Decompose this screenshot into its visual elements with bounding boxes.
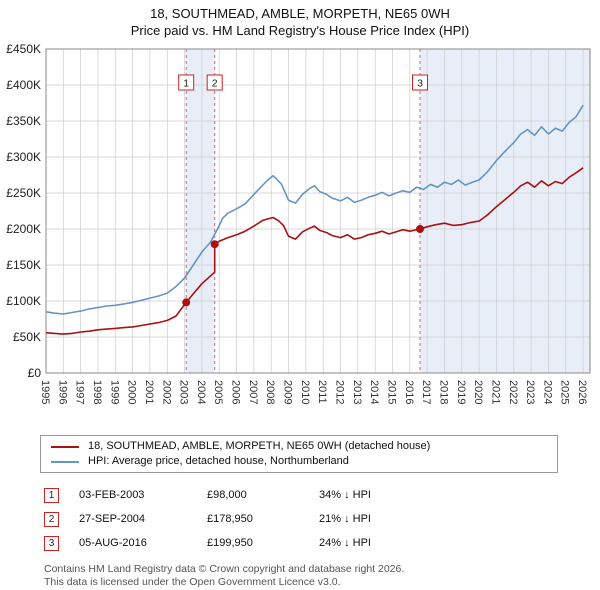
x-tick-label: 2020 xyxy=(472,380,484,404)
sale-marker-box xyxy=(412,74,428,91)
x-tick-label: 2007 xyxy=(247,380,259,404)
x-tick-label: 2001 xyxy=(143,380,155,404)
x-tick-label: 1995 xyxy=(39,380,51,404)
sale-marker-box xyxy=(178,74,195,91)
shaded-region xyxy=(420,49,590,373)
x-tick-label: 2000 xyxy=(126,380,138,404)
y-tick-label: £300K xyxy=(6,150,41,164)
x-tick-label: 2002 xyxy=(160,380,172,404)
sale-number-badge: 1 xyxy=(44,487,59,503)
x-tick-label: 2023 xyxy=(524,380,536,404)
y-tick-label: £200K xyxy=(6,222,41,236)
property-line-swatch xyxy=(51,445,79,448)
license-footer: Contains HM Land Registry data © Crown c… xyxy=(44,563,600,589)
sale-marker-box xyxy=(206,74,223,91)
x-tick-label: 2010 xyxy=(299,380,311,404)
sale-row-1: 1 03-FEB-2003 £98,000 34% ↓ HPI xyxy=(44,483,600,507)
x-tick-label: 2018 xyxy=(438,380,450,404)
sale-price: £199,950 xyxy=(207,537,253,549)
x-tick-label: 1998 xyxy=(91,380,103,404)
x-tick-label: 2014 xyxy=(368,380,380,404)
x-tick-label: 2013 xyxy=(351,380,363,404)
sale-date: 03-FEB-2003 xyxy=(79,489,145,501)
y-tick-label: £0 xyxy=(28,366,42,380)
y-tick-label: £400K xyxy=(6,78,41,92)
hpi-line-swatch xyxy=(51,460,79,463)
page-subtitle: Price paid vs. HM Land Registry's House … xyxy=(130,23,470,38)
sales-table: 1 03-FEB-2003 £98,000 34% ↓ HPI 2 27-SEP… xyxy=(44,483,600,555)
y-tick-label: £150K xyxy=(6,258,41,272)
legend-label-property: 18, SOUTHMEAD, AMBLE, MORPETH, NE65 0WH … xyxy=(88,440,431,452)
x-tick-label: 2015 xyxy=(386,380,398,404)
x-tick-label: 2026 xyxy=(576,380,588,404)
x-tick-label: 2025 xyxy=(559,380,571,404)
sale-dot xyxy=(182,298,191,307)
x-tick-label: 2017 xyxy=(420,380,432,404)
sale-row-2: 2 27-SEP-2004 £178,950 21% ↓ HPI xyxy=(44,507,600,531)
legend-item-property: 18, SOUTHMEAD, AMBLE, MORPETH, NE65 0WH … xyxy=(51,439,547,454)
x-tick-label: 2003 xyxy=(178,380,190,404)
property-line xyxy=(45,167,584,335)
x-tick-label: 1999 xyxy=(108,380,120,404)
sale-price: £98,000 xyxy=(207,489,247,501)
shaded-region xyxy=(186,49,215,373)
chart-header: 18, SOUTHMEAD, AMBLE, MORPETH, NE65 0WH … xyxy=(0,0,600,39)
x-tick-label: 2016 xyxy=(403,380,415,404)
sale-dot xyxy=(416,225,424,233)
y-tick-label: £100K xyxy=(6,294,41,308)
sale-date: 27-SEP-2004 xyxy=(79,513,146,525)
sale-vs-hpi: 21% ↓ HPI xyxy=(319,513,371,525)
legend-label-hpi: HPI: Average price, detached house, Nort… xyxy=(88,455,349,467)
sale-marker-label: 2 xyxy=(212,78,218,90)
sale-vs-hpi: 24% ↓ HPI xyxy=(319,537,371,549)
sale-price: £178,950 xyxy=(207,513,253,525)
x-tick-label: 2005 xyxy=(212,380,224,404)
x-tick-label: 2006 xyxy=(230,380,242,404)
x-tick-label: 2021 xyxy=(489,380,501,404)
x-tick-label: 1997 xyxy=(74,380,86,404)
x-tick-label: 2009 xyxy=(282,380,294,404)
sale-date: 05-AUG-2016 xyxy=(79,537,147,549)
y-tick-label: £350K xyxy=(6,114,41,128)
sale-vs-hpi: 34% ↓ HPI xyxy=(319,489,371,501)
sale-number-badge: 2 xyxy=(44,511,59,527)
legend-item-hpi: HPI: Average price, detached house, Nort… xyxy=(51,454,547,469)
x-tick-label: 2019 xyxy=(455,380,467,404)
sale-dot xyxy=(210,240,219,249)
x-tick-label: 2011 xyxy=(316,380,328,404)
x-tick-label: 1996 xyxy=(56,380,68,404)
footer-line-2: This data is licensed under the Open Gov… xyxy=(44,576,341,588)
page-title: 18, SOUTHMEAD, AMBLE, MORPETH, NE65 0WH xyxy=(150,6,450,21)
footer-line-1: Contains HM Land Registry data © Crown c… xyxy=(44,563,405,575)
legend: 18, SOUTHMEAD, AMBLE, MORPETH, NE65 0WH … xyxy=(40,435,558,473)
x-tick-label: 2008 xyxy=(264,380,276,404)
sale-marker-label: 3 xyxy=(417,78,423,90)
x-tick-label: 2012 xyxy=(334,380,346,404)
x-tick-label: 2024 xyxy=(541,380,553,404)
sale-marker-label: 1 xyxy=(183,78,189,90)
hpi-line xyxy=(45,104,584,315)
x-tick-label: 2004 xyxy=(195,380,207,404)
y-tick-label: £50K xyxy=(13,330,41,344)
sale-number-badge: 3 xyxy=(44,535,59,551)
price-chart: 1995 1996 1997 1998 1999 2000 2001 2002 2003 2004… xyxy=(6,42,591,404)
x-tick-label: 2022 xyxy=(507,380,519,404)
y-tick-label: £450K xyxy=(6,42,41,56)
plot-border xyxy=(45,48,591,374)
sale-row-3: 3 05-AUG-2016 £199,950 24% ↓ HPI xyxy=(44,531,600,555)
y-tick-label: £250K xyxy=(6,186,41,200)
